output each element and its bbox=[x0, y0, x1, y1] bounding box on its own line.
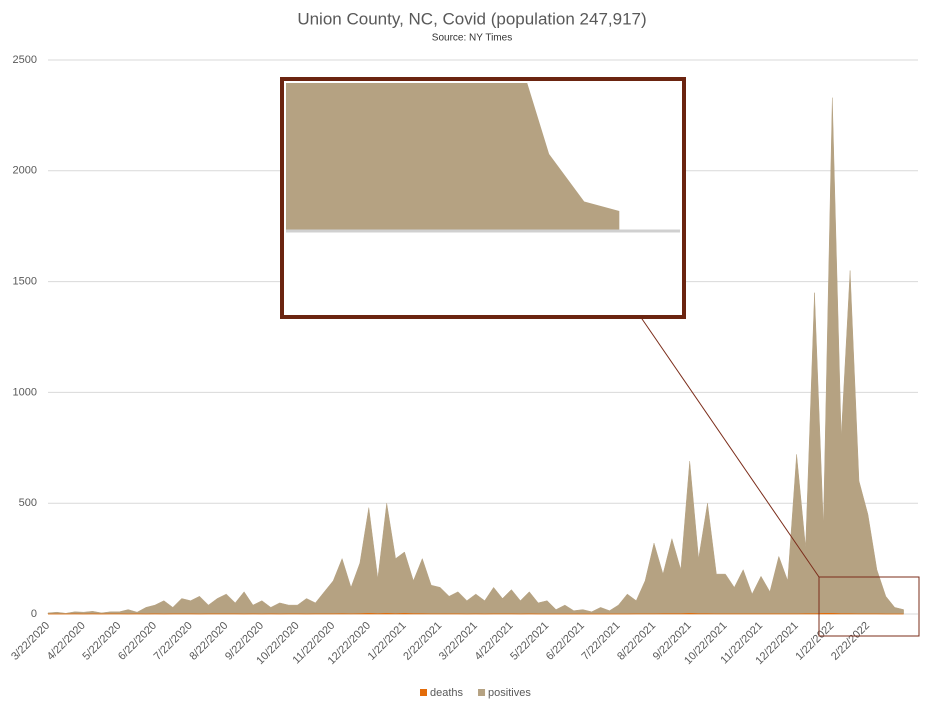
y-tick-label: 2000 bbox=[13, 165, 37, 177]
y-tick-label: 1500 bbox=[13, 276, 37, 288]
zoom-inner bbox=[286, 83, 620, 230]
legend-swatch bbox=[478, 689, 486, 696]
area-deaths bbox=[48, 613, 904, 615]
y-tick-label: 1000 bbox=[13, 386, 37, 398]
chart-subtitle: Source: NY Times bbox=[432, 33, 512, 44]
zoom-area bbox=[286, 83, 620, 230]
zoom-inset-content bbox=[286, 83, 620, 230]
y-tick-label: 2500 bbox=[13, 54, 37, 66]
zoom-region bbox=[818, 576, 920, 637]
zoom-connector bbox=[639, 315, 820, 578]
legend-swatch bbox=[420, 689, 427, 696]
chart-title: Union County, NC, Covid (population 247,… bbox=[297, 9, 646, 28]
area-positives bbox=[47, 97, 904, 615]
y-tick-label: 0 bbox=[31, 608, 37, 620]
y-tick-label: 500 bbox=[19, 497, 37, 509]
legend-label: positives bbox=[488, 687, 531, 699]
x-tick-label: 2/22/2022 bbox=[829, 620, 872, 663]
legend-label: deaths bbox=[430, 687, 464, 699]
